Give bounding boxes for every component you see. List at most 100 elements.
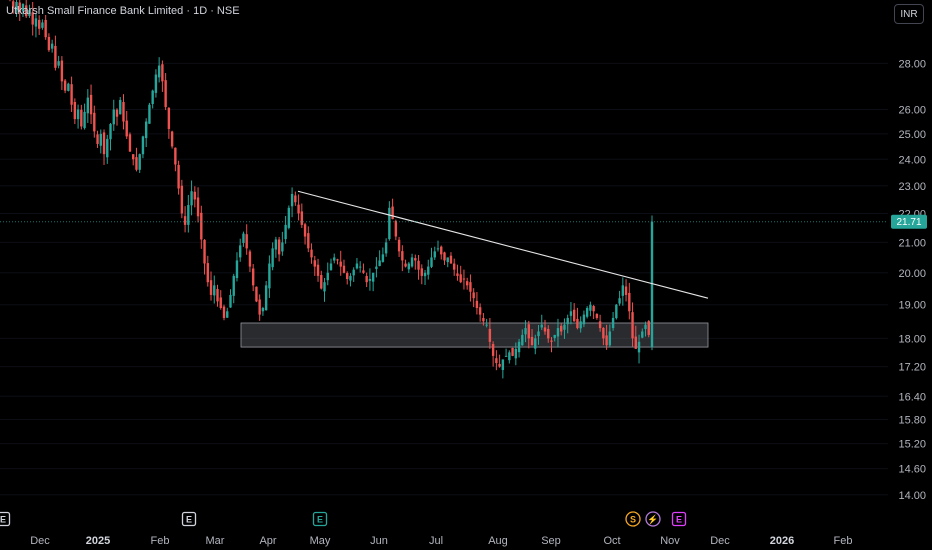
price-tick-label: 28.00 [898,58,926,70]
candle [365,272,368,288]
candle [355,258,359,270]
candle [164,73,167,111]
candle [284,215,287,244]
candle [534,334,537,355]
trendline-segment[interactable] [297,190,709,299]
candle [397,236,401,257]
candle [329,258,333,271]
time-axis[interactable]: Dec 2025 Feb Mar Apr May Jun Jul Aug Sep Oct Nov Dec… [30,535,852,547]
candle [144,118,148,147]
time-tick-label: Apr [259,535,276,547]
earnings-event-marker[interactable]: E [0,511,11,527]
candle [576,307,579,330]
candle [475,292,479,315]
candle [268,255,271,298]
candle [430,247,433,269]
candle [316,258,320,282]
candle [346,271,349,285]
candle [605,324,608,350]
candle [31,1,34,36]
candle [514,342,518,366]
candle [80,104,83,130]
candle [358,261,362,273]
candle [598,314,602,332]
candle [404,259,407,268]
candle [582,310,586,328]
candle [193,186,197,208]
event-marker-label: E [317,515,323,525]
candle [482,313,485,326]
candle [86,89,90,123]
candle [93,105,96,138]
price-axis[interactable]: 28.0026.0025.0024.0023.0022.0021.0020.00… [891,58,927,502]
candle [339,250,342,276]
candle [362,263,365,274]
candle [76,104,80,129]
candle [371,272,375,292]
event-markers[interactable]: E E E S ⚡ E [0,511,687,527]
candle [647,320,650,338]
price-tick-label: 24.00 [898,154,926,166]
candle [511,347,514,357]
candle [235,252,239,282]
candle [151,89,154,109]
candle [394,219,398,241]
candle [589,301,592,317]
news-event-marker[interactable]: ⚡ [645,511,661,527]
candle [517,338,521,358]
candle [37,15,41,35]
earnings-event-marker[interactable]: E [181,511,197,527]
candle [313,255,316,276]
time-tick-label: Jul [429,535,443,547]
time-tick-label: Aug [488,535,508,547]
currency-button[interactable]: INR [894,4,924,24]
candle [170,130,174,149]
candle [524,320,527,343]
candle [410,253,414,268]
candle [109,123,112,151]
candle [624,279,628,302]
candle [277,236,281,262]
candle [174,147,177,172]
candle [196,187,200,223]
candle [378,250,381,267]
earnings-event-marker[interactable]: E [312,511,328,527]
candle [342,259,346,274]
candle [323,277,326,302]
candle [47,33,51,52]
resistance-trendline[interactable] [297,190,709,299]
candle [637,334,641,364]
candle [550,337,553,353]
candle [177,160,180,195]
candle [106,134,109,164]
support-zone-rect[interactable] [240,322,709,348]
candle [508,350,511,364]
candle [469,274,472,302]
time-tick-label: 2025 [86,535,110,547]
candle [307,226,310,253]
candle [128,132,132,152]
candle [57,55,60,69]
candle [349,273,352,287]
candle [245,224,248,255]
earnings-event-marker[interactable]: E [671,511,687,527]
candle [527,320,530,349]
candle [180,179,184,219]
candle [634,325,637,349]
candle [300,203,304,228]
candle [70,76,73,112]
candle [537,324,540,345]
time-tick-label: Jun [370,535,388,547]
candle [446,257,449,268]
split-event-marker[interactable]: S [625,511,641,527]
candle [229,289,232,308]
candle [501,359,505,379]
candle [572,303,576,322]
candle [248,249,252,273]
candle [381,247,385,263]
candle [99,129,102,154]
candle [449,252,453,264]
price-tick-label: 16.40 [898,391,926,403]
candlestick-series [9,0,654,379]
